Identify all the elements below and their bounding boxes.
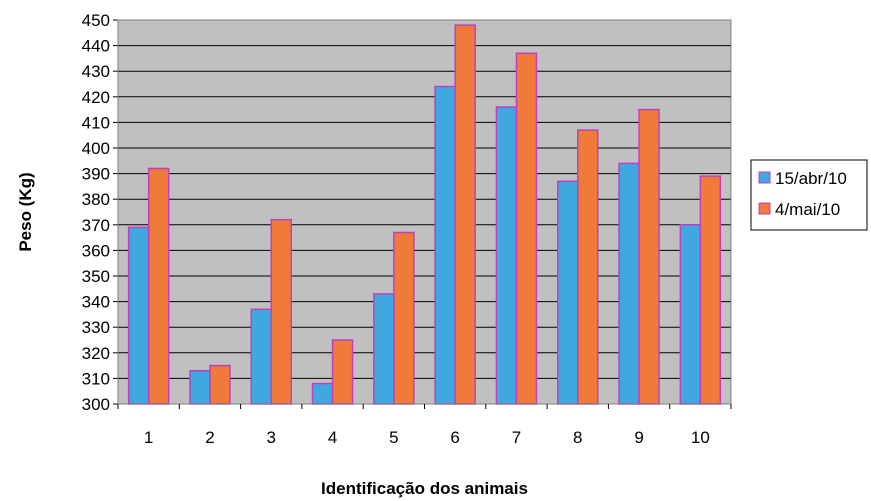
bar [147, 167, 170, 405]
axes [113, 19, 732, 409]
bar [434, 85, 456, 405]
x-tick-label: 2 [205, 428, 214, 447]
y-tick-label: 320 [82, 344, 110, 363]
bar [454, 24, 476, 405]
bar [127, 226, 150, 405]
y-tick-label: 420 [82, 88, 110, 107]
bar [557, 180, 579, 405]
bar [638, 108, 660, 405]
legend-label: 4/mai/10 [775, 200, 840, 219]
bar [495, 106, 518, 405]
y-tick-label: 440 [82, 37, 110, 56]
bar [189, 369, 211, 405]
y-tick-label: 410 [82, 113, 110, 132]
bar [270, 218, 292, 405]
y-tick-label: 330 [82, 318, 110, 337]
bar [373, 293, 395, 405]
legend: 15/abr/10 4/mai/10 [750, 159, 868, 231]
y-tick-label: 450 [82, 11, 110, 30]
bar [393, 231, 415, 405]
bar [515, 52, 538, 405]
y-tick-label: 360 [82, 241, 110, 260]
x-tick-label: 7 [512, 428, 521, 447]
legend-label: 15/abr/10 [775, 169, 847, 188]
x-tick-label: 1 [144, 428, 153, 447]
y-tick-label: 390 [82, 165, 110, 184]
y-tick-label: 400 [82, 139, 110, 158]
x-axis-title: Identificação dos animais [321, 479, 528, 498]
x-tick-label: 5 [389, 428, 398, 447]
legend-swatch [758, 171, 771, 184]
x-tick-label: 8 [573, 428, 582, 447]
bar [209, 364, 231, 405]
y-tick-label: 310 [82, 369, 110, 388]
x-tick-labels: 1 2 3 4 5 6 7 8 9 10 [144, 428, 710, 447]
y-tick-label: 430 [82, 62, 110, 81]
x-tick-label: 6 [450, 428, 459, 447]
bar [311, 382, 334, 405]
y-tick-label: 350 [82, 267, 110, 286]
y-tick-label: 380 [82, 190, 110, 209]
bar [699, 175, 722, 405]
bars [127, 24, 722, 405]
bar [331, 339, 354, 405]
y-axis-title: Peso (Kg) [16, 172, 35, 251]
y-tick-labels: 300 310 320 330 340 350 360 370 380 390 400 410 420 4… [82, 11, 110, 414]
bar [618, 162, 640, 405]
y-tick-label: 370 [82, 216, 110, 235]
y-tick-label: 340 [82, 293, 110, 312]
x-tick-label: 3 [267, 428, 276, 447]
y-tick-label: 300 [82, 395, 110, 414]
bar [679, 224, 702, 405]
bar [577, 129, 599, 405]
legend-swatch [758, 202, 771, 215]
x-tick-label: 10 [691, 428, 710, 447]
bar [250, 308, 272, 405]
x-tick-label: 9 [634, 428, 643, 447]
x-tick-label: 4 [328, 428, 337, 447]
